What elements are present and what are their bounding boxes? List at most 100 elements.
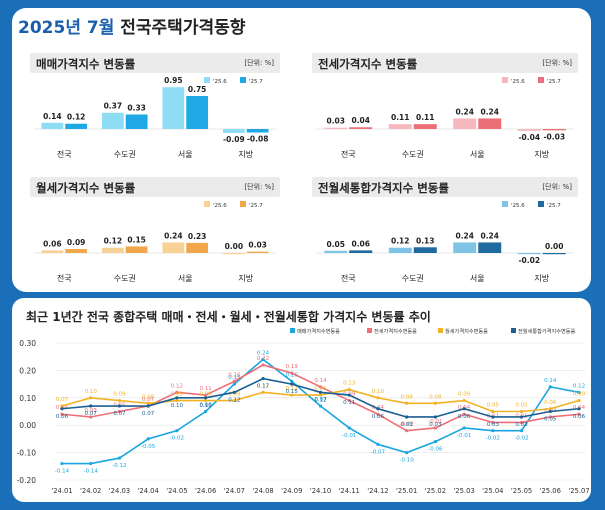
x-tick-label: '24.12 <box>367 487 388 495</box>
point-value-label: 0.19 <box>286 364 299 370</box>
y-tick-label: -0.10 <box>17 449 37 458</box>
x-tick-label: '24.02 <box>80 487 101 495</box>
category-label: 수도권 <box>402 149 424 159</box>
point-value-label: -0.02 <box>400 422 414 428</box>
series-point <box>577 390 581 394</box>
point-value-label: 0.11 <box>343 400 355 406</box>
point-value-label: 0.09 <box>199 392 212 398</box>
point-value-label: -0.05 <box>141 444 156 450</box>
point-value-label: 0.16 <box>228 372 241 378</box>
bar-value-label: 0.11 <box>416 113 435 122</box>
point-value-label: 0.22 <box>257 356 269 362</box>
series-point <box>232 390 236 394</box>
bar-value-label: 0.13 <box>416 236 435 245</box>
x-tick-label: '24.09 <box>281 487 302 495</box>
series-point <box>405 401 409 405</box>
series-point <box>462 412 466 416</box>
legend-swatch <box>204 77 210 83</box>
bar-value-label: 0.12 <box>104 237 123 246</box>
series-point <box>347 393 351 397</box>
series-point <box>376 407 380 411</box>
unit-label: [단위: %] <box>542 59 572 67</box>
point-value-label: -0.10 <box>400 458 415 464</box>
y-tick-label: 0.10 <box>19 394 36 403</box>
bar <box>388 247 412 253</box>
bar-value-label: 0.03 <box>248 241 267 250</box>
legend-swatch <box>538 201 544 207</box>
point-value-label: 0.07 <box>56 397 69 403</box>
point-value-label: 0.12 <box>171 383 183 389</box>
point-value-label: -0.14 <box>55 469 70 475</box>
unit-label: [단위: %] <box>244 59 274 67</box>
x-tick-label: '25.02 <box>425 487 446 495</box>
series-point <box>146 401 150 405</box>
point-value-label: 0.16 <box>286 372 299 378</box>
bar-value-label: 0.33 <box>127 103 146 112</box>
point-value-label: 0.06 <box>372 414 385 420</box>
series-point <box>117 409 122 414</box>
title-year-month: 2025년 7월 <box>18 18 115 38</box>
series-point <box>376 442 380 446</box>
page-title: 2025년 7월 전국주택가격동향 <box>18 13 245 38</box>
bar-value-label: 0.24 <box>480 231 499 240</box>
point-value-label: 0.07 <box>85 411 98 417</box>
legend-swatch <box>511 328 516 333</box>
point-value-label: -0.01 <box>457 433 471 439</box>
bar-value-label: 0.14 <box>43 112 62 121</box>
point-value-label: 0.09 <box>113 392 126 398</box>
point-value-label: 0.14 <box>314 378 327 384</box>
series-point <box>232 379 236 383</box>
bar-chart: '25.6 '25.7 0.03 0.04 전국 0.11 0.11 수도권 0.24 0.24 서… <box>316 77 574 159</box>
title-text: 전국주택가격동향 <box>120 18 246 38</box>
bar-value-label: -0.04 <box>518 133 540 142</box>
bar <box>41 122 64 129</box>
bar <box>186 96 209 129</box>
bar <box>542 253 566 255</box>
series-point <box>232 398 236 403</box>
series-point <box>89 396 93 400</box>
category-label: 지방 <box>238 149 253 159</box>
series-point <box>290 382 294 386</box>
series-point <box>261 390 265 394</box>
point-value-label: 0.10 <box>372 389 385 395</box>
point-value-label: 0.06 <box>573 414 586 420</box>
bar-value-label: 0.24 <box>455 231 474 240</box>
x-tick-label: '25.07 <box>568 487 589 495</box>
point-value-label: 0.03 <box>487 422 500 428</box>
category-label: 지방 <box>238 273 253 283</box>
series-point <box>519 429 524 433</box>
point-value-label: 0.03 <box>429 422 442 428</box>
series-point <box>347 387 351 392</box>
x-tick-label: '24.10 <box>310 487 331 495</box>
bar <box>101 247 124 253</box>
point-value-label: 0.07 <box>113 411 126 417</box>
series-point <box>204 396 208 400</box>
bar-value-label: 0.00 <box>225 242 244 251</box>
series-point <box>405 451 409 455</box>
series-point <box>146 437 150 441</box>
series-point <box>117 404 122 408</box>
x-tick-label: '24.03 <box>109 487 130 495</box>
series-point <box>347 426 351 430</box>
series-point <box>462 426 466 430</box>
bar-chart: '25.6 '25.7 0.06 0.09 전국 0.12 0.15 수도권 0.24 0.23 서… <box>34 201 276 283</box>
panel-title: 월세가격지수 변동률 <box>36 181 136 195</box>
bar-value-label: 0.23 <box>188 232 207 241</box>
x-tick-label: '24.04 <box>138 487 159 495</box>
series-point <box>462 407 466 411</box>
bar <box>101 112 124 129</box>
legend-label: 매매가격지수변동률 <box>297 327 340 335</box>
bar-value-label: 0.24 <box>455 107 474 116</box>
bar <box>413 247 437 253</box>
bar-panel-1: 매매가격지수 변동률 [단위: %] '25.6 '25.7 0.14 0.12 전국 0.3… <box>30 53 280 163</box>
y-tick-label: 0.00 <box>19 421 36 430</box>
category-label: 서울 <box>470 150 485 159</box>
series-point <box>261 357 265 362</box>
bar-panel-2: 전세가격지수 변동률 [단위: %] '25.6 '25.7 0.03 0.04 전국 0.1… <box>312 53 578 163</box>
bar-panel-4: 전월세통합가격지수 변동률 [단위: %] '25.6 '25.7 0.05 0.06 전국… <box>312 177 578 287</box>
bar <box>453 242 477 253</box>
point-value-label: 0.10 <box>171 403 184 409</box>
point-value-label: 0.05 <box>515 403 528 409</box>
bar <box>453 118 477 129</box>
bar <box>517 253 541 255</box>
